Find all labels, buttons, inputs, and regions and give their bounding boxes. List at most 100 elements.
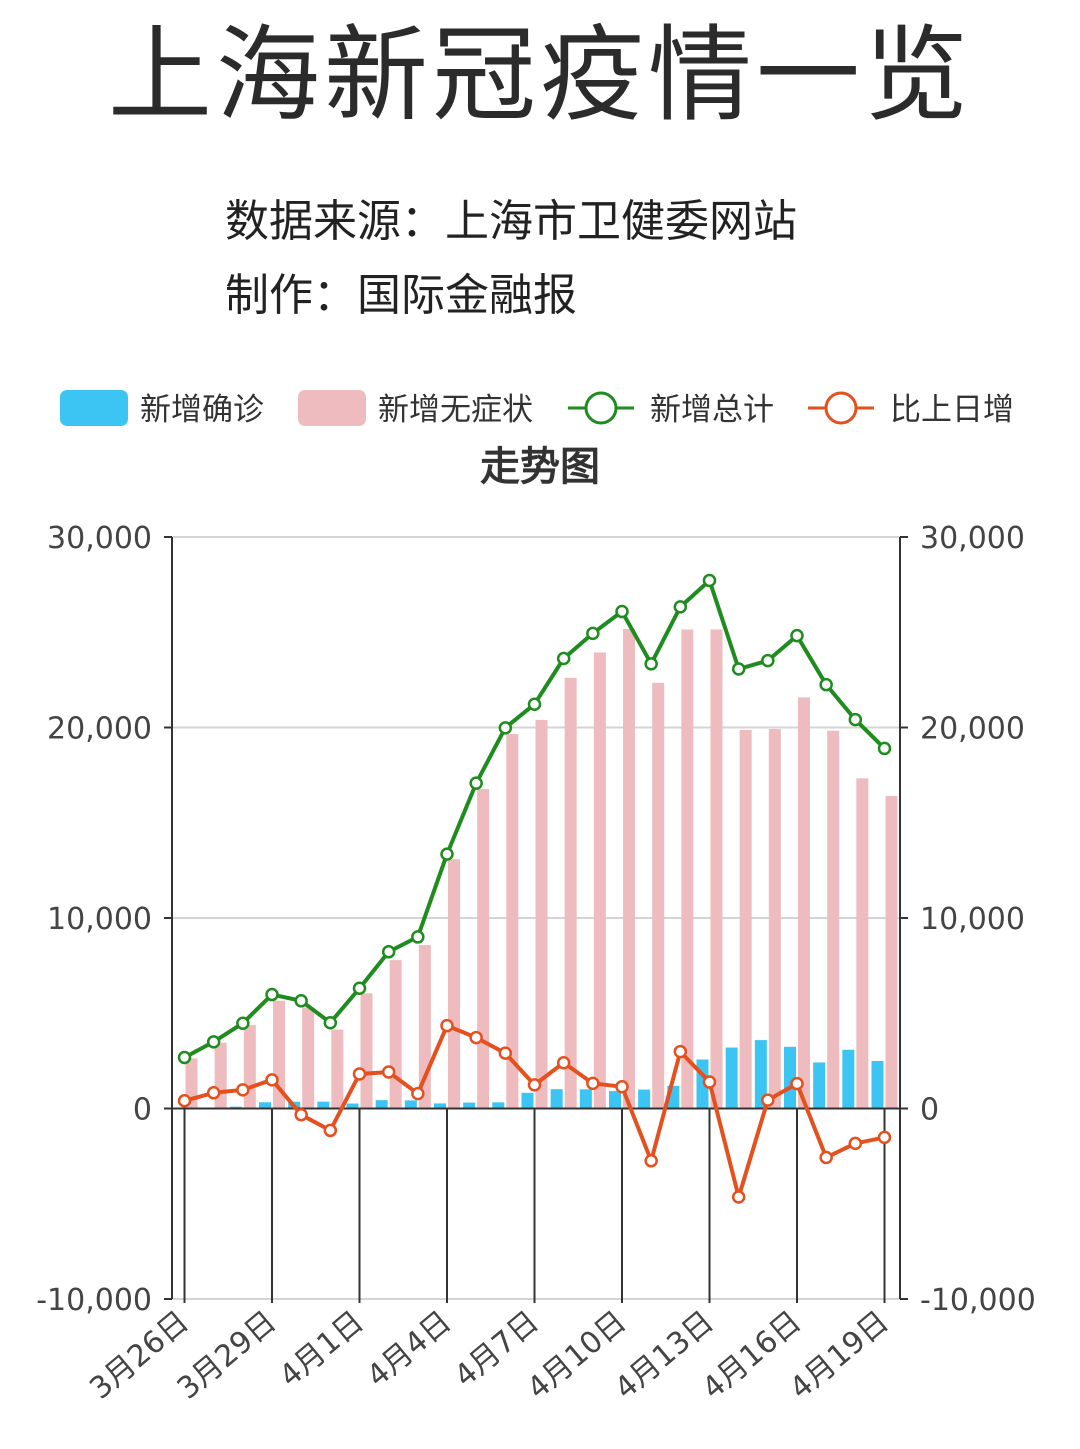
point-daily-change	[761, 1093, 775, 1107]
point-daily-change	[702, 1075, 717, 1089]
point-total	[644, 657, 658, 671]
point-daily-change	[381, 1065, 396, 1079]
point-total	[527, 697, 542, 711]
legend-item-2[interactable]: 新增总计	[568, 391, 774, 428]
trend-chart: 新增确诊 新增无症状 新增总计 比上日增 走势图 -10,000 -10,000 0 0 10…	[36, 390, 1036, 1407]
point-total	[761, 653, 775, 668]
bar-confirmed	[784, 1046, 796, 1109]
legend-swatch	[298, 390, 366, 426]
point-daily-change	[586, 1076, 600, 1091]
point-total	[440, 847, 454, 861]
bar-asymptomatic	[739, 729, 752, 1109]
bar-confirmed	[521, 1092, 534, 1109]
bar-confirmed	[434, 1103, 446, 1109]
point-daily-change	[411, 1086, 425, 1101]
bar-asymptomatic	[856, 778, 869, 1109]
bar-confirmed	[609, 1091, 621, 1109]
x-tick-label: 4月4日	[360, 1304, 458, 1394]
bar-confirmed	[259, 1102, 271, 1109]
bar-asymptomatic	[331, 1029, 344, 1109]
point-total	[411, 930, 425, 944]
bar-confirmed	[579, 1089, 592, 1109]
point-daily-change	[556, 1055, 571, 1070]
point-total	[819, 677, 833, 692]
y-tick-label-left: 0	[133, 1093, 152, 1128]
bar-confirmed	[550, 1089, 563, 1109]
chart-title: 走势图	[480, 444, 600, 490]
point-total	[586, 626, 600, 641]
point-daily-change	[790, 1076, 804, 1091]
bar-confirmed	[463, 1102, 476, 1109]
bar-asymptomatic	[768, 728, 781, 1109]
bar-asymptomatic	[681, 629, 694, 1109]
x-tick-label: 4月16日	[696, 1304, 808, 1406]
point-daily-change	[819, 1150, 833, 1165]
bar-asymptomatic	[885, 795, 898, 1109]
bar-asymptomatic	[506, 733, 519, 1109]
y-tick-label-left: 10,000	[47, 902, 152, 937]
x-tick-label: 4月19日	[783, 1304, 895, 1406]
y-tick-label-right: -10,000	[920, 1283, 1036, 1318]
bar-confirmed	[317, 1101, 330, 1109]
bar-asymptomatic	[710, 629, 723, 1109]
point-total	[177, 1050, 192, 1065]
legend-swatch-marker	[824, 391, 858, 425]
bar-asymptomatic	[593, 652, 606, 1109]
chart-lines	[177, 573, 892, 1204]
bar-asymptomatic	[389, 960, 402, 1109]
bars-new-asymptomatic	[185, 628, 898, 1109]
bar-asymptomatic	[535, 719, 548, 1109]
bar-asymptomatic	[360, 993, 373, 1109]
bar-asymptomatic	[623, 628, 635, 1109]
y-tick-label-right: 0	[920, 1093, 939, 1128]
point-daily-change	[498, 1046, 513, 1060]
point-daily-change	[323, 1123, 338, 1138]
page-title: 上海新冠疫情一览	[107, 14, 972, 136]
y-tick-label-right: 20,000	[920, 712, 1025, 747]
chart-axes	[164, 536, 908, 1303]
legend-item-1[interactable]: 新增无症状	[298, 390, 533, 428]
y-tick-label-right: 30,000	[920, 521, 1025, 556]
x-tick-label: 3月26日	[83, 1304, 195, 1406]
y-axis-labels: -10,000 -10,000 0 0 10,000 10,000 20,000 20,000…	[36, 521, 1036, 1318]
point-total	[498, 721, 513, 735]
point-total	[673, 600, 688, 614]
bar-asymptomatic	[652, 682, 665, 1109]
bar-confirmed	[638, 1089, 651, 1109]
y-tick-label-left: 30,000	[47, 521, 152, 556]
point-total	[469, 776, 483, 790]
point-daily-change	[352, 1067, 367, 1081]
legend-label: 比上日增	[890, 392, 1014, 428]
legend-label: 新增无症状	[378, 392, 533, 428]
bar-confirmed	[725, 1047, 738, 1109]
bar-confirmed	[404, 1100, 417, 1109]
bar-asymptomatic	[448, 859, 460, 1109]
point-daily-change	[673, 1044, 688, 1059]
bars-new-confirmed	[171, 1040, 884, 1109]
author-line: 制作：国际金融报	[225, 270, 577, 321]
data-source-line: 数据来源：上海市卫健委网站	[225, 196, 797, 247]
point-daily-change	[877, 1130, 892, 1145]
legend-item-0[interactable]: 新增确诊	[60, 390, 264, 428]
point-total	[702, 573, 717, 588]
y-tick-label-left: 20,000	[47, 712, 152, 747]
y-tick-label-left: -10,000	[36, 1283, 152, 1318]
legend-label: 新增确诊	[140, 392, 264, 428]
legend-item-3[interactable]: 比上日增	[808, 391, 1014, 428]
bar-confirmed	[375, 1100, 388, 1109]
point-daily-change	[469, 1030, 483, 1045]
point-total	[615, 604, 629, 619]
point-total	[352, 981, 367, 996]
bar-confirmed	[813, 1062, 826, 1109]
point-daily-change	[294, 1108, 308, 1122]
point-daily-change	[644, 1154, 658, 1168]
point-total	[265, 987, 279, 1002]
point-total	[294, 994, 308, 1008]
bar-confirmed	[754, 1040, 767, 1109]
point-total	[731, 662, 746, 676]
point-daily-change	[177, 1094, 192, 1108]
point-daily-change	[731, 1190, 746, 1204]
bar-asymptomatic	[564, 677, 577, 1109]
point-total	[877, 741, 892, 756]
chart-legend: 新增确诊 新增无症状 新增总计 比上日增	[60, 390, 1014, 428]
